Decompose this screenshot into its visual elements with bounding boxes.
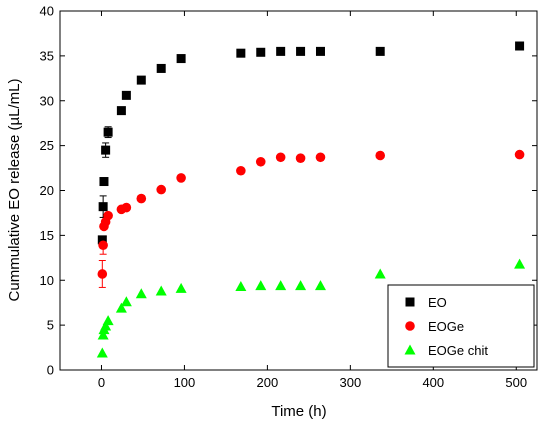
x-tick-label: 100	[174, 375, 196, 390]
y-tick-label: 30	[40, 93, 54, 108]
y-tick-label: 5	[47, 318, 54, 333]
eoge-chit-point	[96, 347, 108, 358]
eoge-chit-point	[155, 285, 167, 296]
eo-point	[256, 47, 266, 57]
eoge-point	[295, 153, 306, 163]
legend-label-eoge-chit: EOGe chit	[428, 343, 488, 358]
eo-point	[103, 127, 113, 137]
eoge-point	[236, 165, 246, 176]
eoge-chit-point	[255, 280, 267, 291]
eoge-chit-point	[295, 280, 307, 291]
y-tick-label: 35	[40, 48, 54, 63]
eoge-chit-point	[175, 282, 187, 293]
y-tick-label: 0	[47, 363, 54, 378]
eoge-chit-point	[120, 296, 132, 307]
eoge-point	[176, 173, 186, 183]
y-tick-label: 25	[40, 138, 54, 153]
x-tick-label: 200	[257, 375, 279, 390]
eo-point	[99, 177, 109, 187]
y-tick-label: 15	[40, 228, 54, 243]
y-axis-title: Cummulative EO release (µL/mL)	[6, 79, 23, 302]
eoge-chit-point	[102, 315, 114, 326]
eoge-point	[136, 193, 147, 204]
y-tick-label: 20	[40, 183, 54, 198]
eoge-point	[121, 202, 132, 213]
eo-point	[315, 46, 325, 56]
legend: EO EOGe EOGe chit	[387, 284, 535, 368]
x-tick-label: 0	[98, 375, 105, 390]
eo-point	[176, 54, 186, 64]
eo-point	[101, 145, 111, 155]
eo-point	[98, 202, 108, 212]
eoge-point	[97, 269, 108, 279]
eoge-chit-point	[235, 281, 247, 292]
y-tick-label: 40	[40, 4, 54, 19]
x-axis-title: Time (h)	[271, 403, 326, 420]
eoge-point	[275, 152, 286, 163]
eo-point	[121, 90, 131, 100]
legend-label-eoge: EOGe	[428, 319, 464, 334]
eo-point	[236, 48, 246, 58]
eoge-chit-point	[514, 258, 526, 269]
legend-marker-eo	[405, 297, 415, 307]
eo-point	[276, 46, 286, 56]
eoge-chit-point	[100, 320, 112, 331]
eoge-chit-point	[374, 268, 386, 279]
x-tick-label: 300	[339, 375, 361, 390]
eoge-point	[98, 240, 108, 251]
eoge-chit-point	[275, 280, 287, 291]
eoge-chit-point	[314, 280, 326, 291]
eo-point	[156, 63, 166, 73]
eo-point	[97, 235, 107, 245]
eoge-point	[103, 210, 113, 221]
x-tick-label: 400	[422, 375, 444, 390]
eo-point	[116, 106, 126, 116]
x-axis: 0 100 200 300 400 500	[98, 11, 527, 390]
eoge-point	[315, 152, 326, 163]
eo-point	[375, 46, 385, 56]
eoge-chit-point	[97, 329, 109, 340]
y-tick-label: 10	[40, 273, 54, 288]
legend-label-eo: EO	[428, 295, 447, 310]
eoge-point	[156, 184, 167, 195]
eoge-point	[375, 150, 386, 161]
data-points	[96, 41, 526, 358]
legend-marker-eoge	[405, 321, 415, 331]
eoge-chit-point	[115, 302, 127, 313]
legend-marker-eoge-chit	[404, 344, 416, 355]
eoge-point	[255, 156, 266, 167]
x-tick-label: 500	[505, 375, 527, 390]
error-bars	[98, 55, 185, 288]
eoge-chit-point	[135, 288, 147, 299]
eo-point	[296, 46, 306, 56]
eo-point	[515, 41, 525, 51]
eoge-point	[514, 149, 525, 160]
eo-point	[136, 75, 146, 85]
y-axis: 0 5 10 15 20 25 30 35 40	[40, 4, 537, 378]
